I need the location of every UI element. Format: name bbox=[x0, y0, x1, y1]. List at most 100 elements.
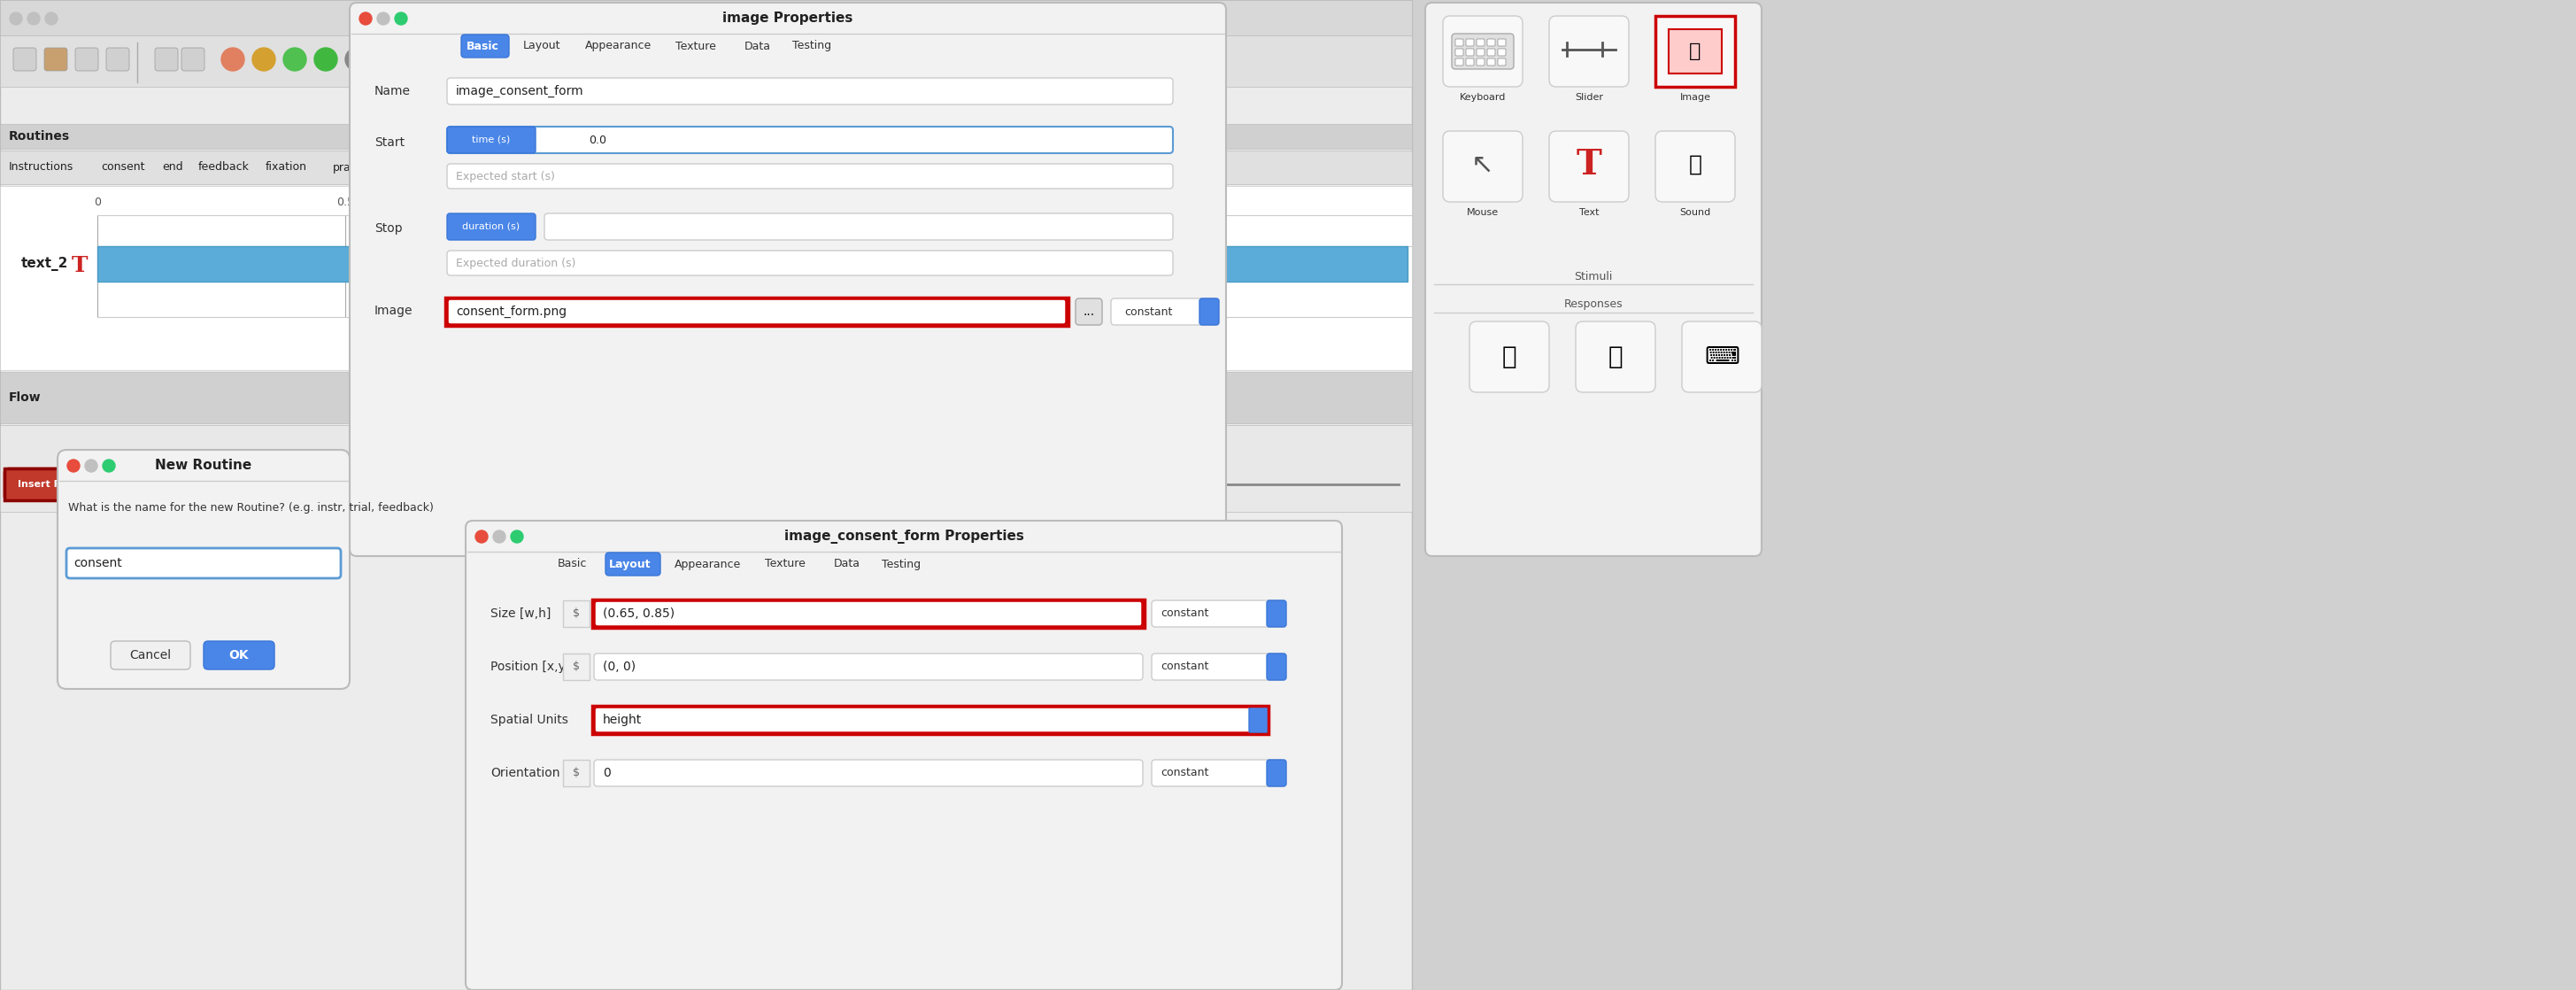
Circle shape bbox=[381, 48, 404, 71]
Text: consent: consent bbox=[75, 557, 121, 569]
FancyBboxPatch shape bbox=[180, 48, 204, 71]
Text: consent_form.png: consent_form.png bbox=[456, 306, 567, 318]
Text: (0, 0): (0, 0) bbox=[603, 660, 636, 673]
FancyBboxPatch shape bbox=[595, 653, 1144, 680]
FancyBboxPatch shape bbox=[1455, 39, 1463, 47]
Text: 0: 0 bbox=[93, 196, 100, 208]
FancyBboxPatch shape bbox=[155, 468, 278, 499]
Text: Size [w,h]: Size [w,h] bbox=[489, 608, 551, 620]
FancyBboxPatch shape bbox=[1267, 600, 1285, 627]
FancyBboxPatch shape bbox=[1548, 131, 1628, 202]
Bar bbox=[0, 372, 1412, 424]
Text: 1.5: 1.5 bbox=[832, 196, 850, 208]
FancyBboxPatch shape bbox=[1497, 39, 1507, 47]
FancyBboxPatch shape bbox=[461, 35, 510, 57]
Circle shape bbox=[10, 13, 23, 25]
Text: Keyboard: Keyboard bbox=[1461, 93, 1507, 102]
FancyBboxPatch shape bbox=[451, 468, 549, 499]
Circle shape bbox=[376, 13, 389, 25]
Text: image_consent_form Properties: image_consent_form Properties bbox=[783, 530, 1023, 544]
Bar bbox=[592, 600, 1144, 628]
Circle shape bbox=[283, 48, 307, 71]
FancyBboxPatch shape bbox=[1486, 49, 1494, 55]
Circle shape bbox=[464, 161, 477, 173]
Text: constant: constant bbox=[1123, 306, 1172, 318]
Text: Appearance: Appearance bbox=[675, 558, 742, 570]
Text: Texture: Texture bbox=[675, 41, 716, 51]
FancyBboxPatch shape bbox=[448, 78, 1172, 105]
Circle shape bbox=[361, 13, 371, 25]
Text: Testing: Testing bbox=[881, 558, 920, 570]
Text: image_consent_form: image_consent_form bbox=[456, 85, 585, 97]
Text: Instructions: Instructions bbox=[175, 477, 258, 490]
Text: Data: Data bbox=[744, 41, 770, 51]
FancyBboxPatch shape bbox=[1455, 49, 1463, 55]
FancyBboxPatch shape bbox=[544, 214, 1172, 240]
Text: Layout: Layout bbox=[611, 558, 652, 570]
Text: feedback: feedback bbox=[198, 161, 250, 173]
Bar bbox=[446, 298, 1069, 326]
Bar bbox=[1656, 16, 1736, 87]
Polygon shape bbox=[118, 476, 137, 492]
FancyBboxPatch shape bbox=[1497, 58, 1507, 65]
Text: 2: 2 bbox=[1084, 196, 1092, 208]
Text: Name: Name bbox=[374, 85, 410, 97]
Text: feedback: feedback bbox=[469, 477, 531, 490]
Circle shape bbox=[103, 459, 116, 472]
FancyBboxPatch shape bbox=[595, 707, 1267, 734]
FancyBboxPatch shape bbox=[1453, 34, 1515, 69]
Circle shape bbox=[252, 48, 276, 71]
Text: Instructions: Instructions bbox=[8, 161, 75, 173]
FancyBboxPatch shape bbox=[448, 127, 1172, 153]
Text: Appearance: Appearance bbox=[585, 41, 652, 51]
Circle shape bbox=[314, 48, 337, 71]
FancyBboxPatch shape bbox=[1455, 58, 1463, 65]
Text: constant: constant bbox=[1162, 608, 1208, 620]
FancyBboxPatch shape bbox=[13, 48, 36, 71]
Circle shape bbox=[492, 531, 505, 543]
FancyBboxPatch shape bbox=[1476, 49, 1484, 55]
Text: Layout: Layout bbox=[523, 41, 562, 51]
Text: Data: Data bbox=[835, 558, 860, 570]
FancyBboxPatch shape bbox=[1443, 16, 1522, 87]
Text: Cancel: Cancel bbox=[129, 649, 173, 661]
Text: $: $ bbox=[572, 608, 580, 620]
Text: end: end bbox=[162, 161, 183, 173]
Circle shape bbox=[67, 459, 80, 472]
Text: Testing: Testing bbox=[793, 41, 832, 51]
Text: constant: constant bbox=[1162, 767, 1208, 779]
FancyBboxPatch shape bbox=[1267, 653, 1285, 680]
FancyBboxPatch shape bbox=[319, 468, 407, 499]
Bar bbox=[564, 600, 590, 627]
Circle shape bbox=[345, 48, 368, 71]
Text: 📋: 📋 bbox=[1502, 345, 1517, 369]
Bar bbox=[0, 36, 1412, 87]
Text: trial: trial bbox=[479, 161, 502, 173]
Text: 🖼: 🖼 bbox=[1690, 43, 1700, 60]
FancyBboxPatch shape bbox=[1466, 58, 1473, 65]
Text: transition: transition bbox=[399, 161, 461, 173]
FancyBboxPatch shape bbox=[1110, 298, 1218, 325]
Text: posner.psyexp - PsychoPy Builder: posner.psyexp - PsychoPy Builder bbox=[600, 16, 806, 29]
Text: OK: OK bbox=[229, 649, 250, 661]
FancyBboxPatch shape bbox=[448, 127, 536, 153]
Circle shape bbox=[510, 531, 523, 543]
FancyBboxPatch shape bbox=[448, 250, 1172, 275]
FancyBboxPatch shape bbox=[75, 48, 98, 71]
FancyBboxPatch shape bbox=[1267, 759, 1285, 786]
Circle shape bbox=[394, 13, 407, 25]
Text: $: $ bbox=[572, 767, 580, 779]
FancyBboxPatch shape bbox=[1476, 58, 1484, 65]
Text: (0.65, 0.85): (0.65, 0.85) bbox=[603, 608, 675, 620]
Text: Sound: Sound bbox=[1680, 208, 1710, 217]
Bar bbox=[0, 425, 1412, 512]
Text: Image: Image bbox=[374, 305, 412, 317]
FancyBboxPatch shape bbox=[1468, 322, 1548, 392]
Bar bbox=[564, 653, 590, 680]
Bar bbox=[0, 150, 1412, 184]
Text: $: $ bbox=[572, 661, 580, 672]
Text: Stop: Stop bbox=[374, 223, 402, 235]
FancyBboxPatch shape bbox=[605, 552, 659, 575]
FancyBboxPatch shape bbox=[67, 548, 340, 578]
Text: height: height bbox=[603, 714, 641, 726]
